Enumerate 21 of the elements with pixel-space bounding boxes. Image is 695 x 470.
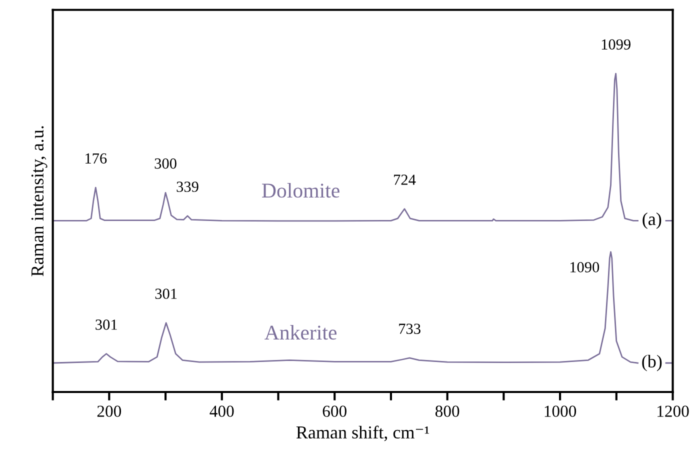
annotation: 1090 [570, 262, 600, 272]
x-axis-title: Raman shift, cm⁻¹ [296, 426, 430, 442]
annotation: 176 [86, 153, 107, 164]
annotation: (a) [642, 212, 662, 229]
annotation: 300 [154, 158, 176, 169]
annotation: 301 [96, 320, 117, 330]
x-tick-label: 1200 [658, 406, 689, 417]
x-tick-label: 1000 [544, 406, 576, 417]
x-tick-label: 600 [322, 406, 346, 417]
series-label: Dolomite [262, 182, 340, 198]
x-tick-label: 200 [97, 406, 122, 417]
annotation: 1099 [602, 39, 630, 50]
annotation: 339 [176, 182, 198, 192]
annotation: (b) [642, 354, 662, 372]
series-label: Ankerite [264, 325, 337, 340]
annotation: 724 [394, 174, 416, 185]
x-tick-label: 400 [210, 406, 234, 417]
annotation: 301 [155, 288, 177, 299]
annotation: 733 [399, 324, 420, 334]
x-tick-label: 800 [435, 406, 460, 417]
y-axis-title: Raman intensity, a.u. [31, 126, 48, 276]
